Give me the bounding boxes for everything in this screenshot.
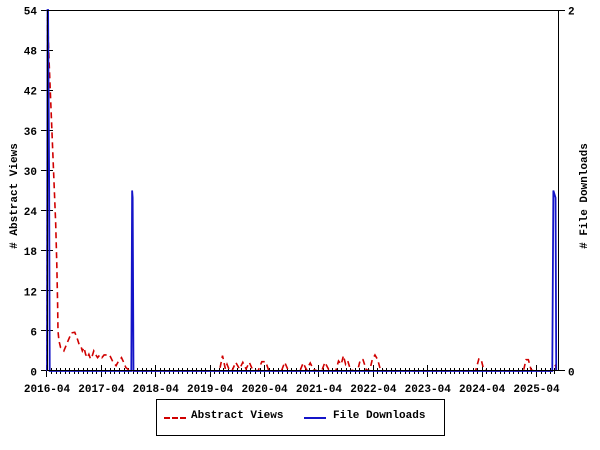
svg-text:36: 36 [24, 127, 37, 139]
svg-text:54: 54 [24, 7, 38, 19]
svg-text:2017-04: 2017-04 [78, 384, 125, 396]
svg-text:2024-04: 2024-04 [459, 384, 506, 396]
svg-text:2: 2 [568, 7, 575, 19]
svg-text:24: 24 [24, 207, 38, 219]
svg-text:2022-04: 2022-04 [350, 384, 397, 396]
svg-text:42: 42 [24, 87, 37, 99]
svg-text:2016-04: 2016-04 [24, 384, 71, 396]
svg-text:12: 12 [24, 287, 37, 299]
svg-text:30: 30 [24, 167, 37, 179]
svg-text:2025-04: 2025-04 [513, 384, 560, 396]
svg-text:6: 6 [30, 327, 37, 339]
svg-text:2019-04: 2019-04 [187, 384, 234, 396]
svg-text:2023-04: 2023-04 [405, 384, 452, 396]
svg-text:0: 0 [30, 368, 37, 380]
svg-text:48: 48 [24, 47, 38, 59]
svg-text:2020-04: 2020-04 [241, 384, 288, 396]
svg-text:2021-04: 2021-04 [296, 384, 343, 396]
svg-text:0: 0 [568, 368, 575, 380]
svg-text:18: 18 [24, 247, 38, 259]
svg-text:2018-04: 2018-04 [133, 384, 180, 396]
